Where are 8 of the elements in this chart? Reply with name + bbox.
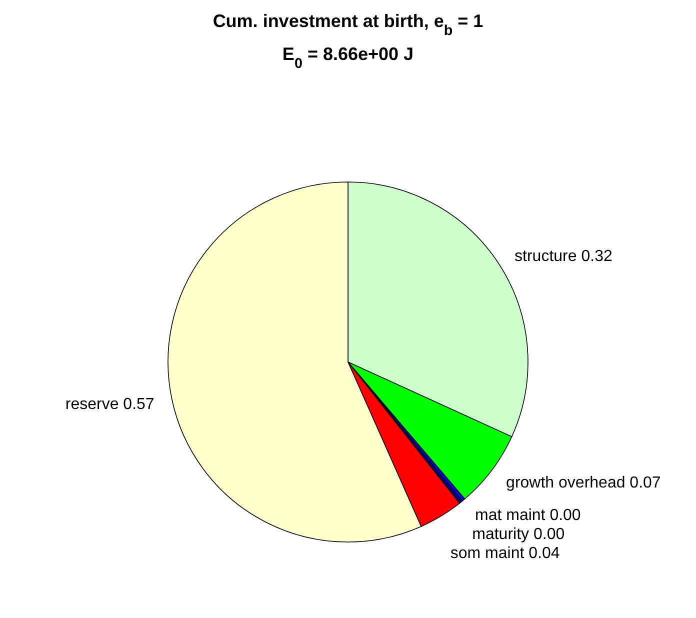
slice-label: growth overhead 0.07 — [506, 474, 661, 492]
slice-label: structure 0.32 — [514, 248, 612, 265]
chart-title: Cum. investment at birth, e$_{b}$ = 1 — [212, 11, 484, 39]
slice-label: maturity 0.00 — [472, 526, 565, 543]
slice-label: som maint 0.04 — [450, 544, 560, 562]
slice-label: mat maint 0.00 — [475, 506, 581, 524]
slice-label: reserve 0.57 — [65, 396, 154, 414]
chart-subtitle: E$_{0}$ = 8.66e+00 J — [282, 44, 414, 72]
